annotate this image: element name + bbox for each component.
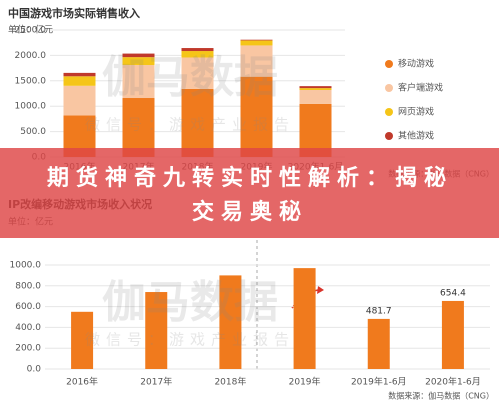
bar-segment <box>240 40 273 46</box>
legend-label: 网页游戏 <box>398 106 434 118</box>
bar-segment <box>63 76 96 86</box>
bar-segment <box>299 86 332 89</box>
bar-segment <box>240 39 273 41</box>
bar <box>219 275 242 369</box>
bar-segment <box>122 53 155 58</box>
value-label: 481.7 <box>366 306 392 316</box>
banner-title: 期货神奇九转实时性解析：揭秘交易奥秘 <box>46 166 453 225</box>
bar-segment <box>63 85 96 116</box>
bar <box>145 292 168 369</box>
y-tick-label: 1000.0 <box>15 102 47 112</box>
watermark-account: 微信号：游戏产业报告 <box>85 116 295 134</box>
bar-segment <box>240 45 273 77</box>
y-tick-label: 500.0 <box>20 127 46 137</box>
y-tick-label: 0.0 <box>27 365 42 375</box>
bar <box>71 311 94 369</box>
bar-segment <box>181 88 214 157</box>
y-tick-label: 1000.0 <box>10 261 42 271</box>
y-tick-label: 600.0 <box>15 302 41 312</box>
chart-title: 中国游戏市场实际销售收入 <box>8 6 140 20</box>
bar-segment <box>181 51 214 58</box>
legend-label: 客户端游戏 <box>398 82 443 94</box>
legend-swatch <box>385 84 393 92</box>
x-tick-label: 2017年 <box>140 376 172 388</box>
watermark-logo: 伽马数据 <box>102 52 278 103</box>
banner <box>0 148 499 238</box>
unit-label: 单位：亿元 <box>8 24 53 36</box>
y-tick-label: 800.0 <box>15 281 41 291</box>
x-tick-label: 2019年 <box>289 376 321 388</box>
bar-segment <box>122 65 155 99</box>
bar <box>441 300 464 369</box>
watermark-logo: 伽马数据 <box>102 277 278 328</box>
y-tick-label: 400.0 <box>15 323 41 333</box>
bar-segment <box>63 72 96 77</box>
bar-segment <box>122 57 155 66</box>
y-tick-label: 2500.0 <box>15 26 47 36</box>
bar <box>293 268 316 369</box>
x-tick-label: 2016年 <box>66 376 98 388</box>
y-tick-label: 2000.0 <box>15 51 47 61</box>
value-label: 654.4 <box>440 288 466 298</box>
y-tick-label: 200.0 <box>15 344 41 354</box>
watermark-account: 微信号：游戏产业报告 <box>85 331 295 349</box>
bar <box>367 318 390 369</box>
bar-segment <box>299 89 332 104</box>
legend-swatch <box>385 108 393 116</box>
y-tick-label: 1500.0 <box>15 76 47 86</box>
bar-segment <box>181 48 214 52</box>
legend-swatch <box>385 60 393 68</box>
bar-segment <box>240 76 273 157</box>
trend-arrow-head <box>317 286 324 294</box>
source-note: 数据来源：伽马数据（CNG） <box>388 391 494 401</box>
bar-segment <box>299 88 332 90</box>
bar-segment <box>181 57 214 89</box>
x-tick-label: 2020年1-6月 <box>425 376 481 388</box>
x-tick-label: 2019年1-6月 <box>351 376 407 388</box>
legend-label: 其他游戏 <box>398 130 434 142</box>
legend-swatch <box>385 132 393 140</box>
x-tick-label: 2018年 <box>214 376 246 388</box>
legend-label: 移动游戏 <box>398 58 434 70</box>
bar-segment <box>122 98 155 157</box>
